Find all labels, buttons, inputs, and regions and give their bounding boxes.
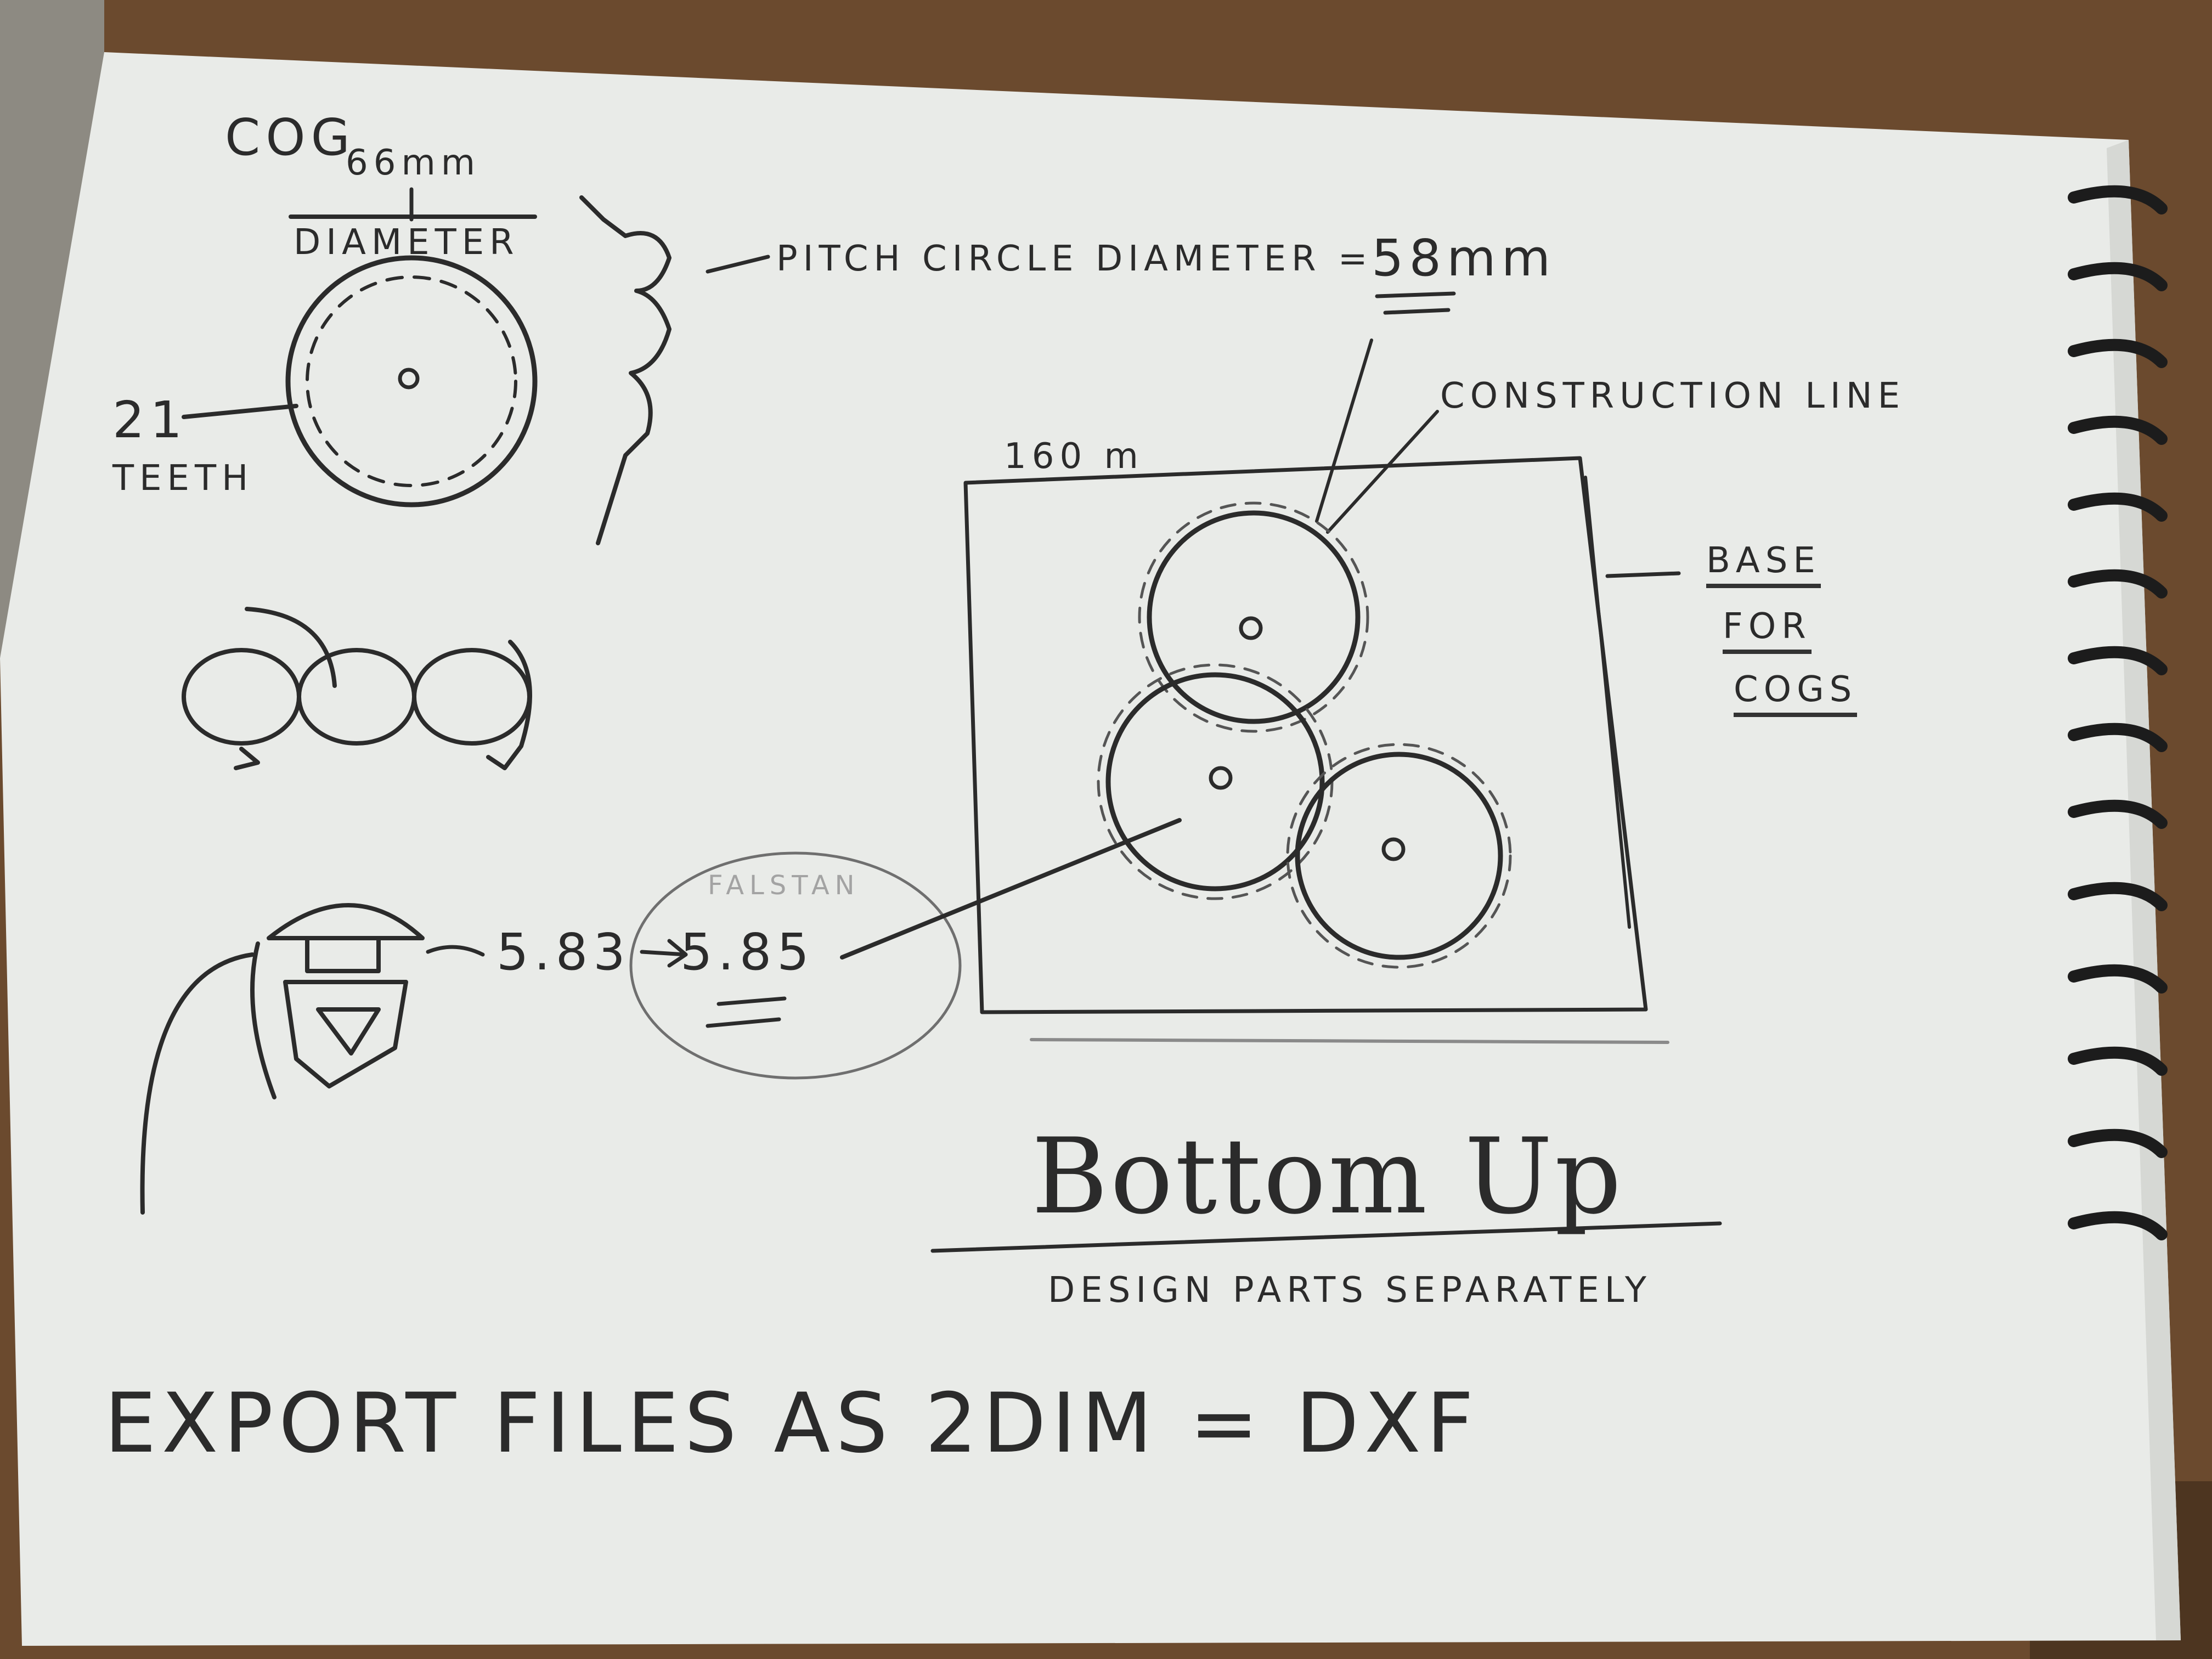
plate-cog-top — [1147, 510, 1361, 724]
faded-note: FALSTAN — [708, 870, 860, 901]
pitch-value-underline — [1375, 291, 1456, 315]
cog-sketch-pitch — [306, 275, 517, 487]
base-label-line3: COGS — [1734, 672, 1858, 717]
value-arrow-1 — [426, 945, 485, 957]
design-parts-note: DESIGN PARTS SEPARATELY — [1048, 1270, 1652, 1311]
heading-underline — [930, 1221, 1722, 1253]
cog-sketch-outer — [285, 255, 538, 507]
base-leader — [1605, 571, 1681, 578]
part-profile-sketch — [140, 903, 425, 1215]
value-callout-circle — [629, 851, 962, 1080]
spiral-binding — [2068, 185, 2168, 1240]
base-plate-outline — [963, 456, 1648, 1014]
measured-value-a: 5.83 — [496, 923, 631, 981]
pitch-leader — [706, 255, 770, 274]
construction-line-label: CONSTRUCTION LINE — [1440, 376, 1906, 416]
base-label-line2: FOR — [1723, 609, 1812, 654]
cog-center-hole — [398, 368, 420, 390]
base-plate-bottom-edge — [1030, 1038, 1669, 1044]
cog-title: COG — [225, 108, 356, 167]
plate-size-label: 160 m — [1004, 436, 1144, 477]
value-arrow-2 — [640, 939, 688, 968]
export-instruction: EXPORT FILES AS 2DIM = DXF — [104, 1376, 1480, 1471]
cog-size-label: 66mm — [346, 143, 481, 183]
plate-cog-left-hole — [1209, 766, 1233, 790]
plate-cog-left — [1105, 672, 1325, 891]
plate-cog-right — [1295, 752, 1503, 960]
pitch-circle-label: PITCH CIRCLE DIAMETER = — [776, 239, 1373, 279]
bottom-up-heading: Bottom Up — [1031, 1116, 1624, 1237]
plate-cog-top-pitch — [1138, 501, 1369, 733]
teeth-count: 21 — [112, 391, 188, 449]
sketchbook-page — [0, 52, 2181, 1646]
callout-leader — [840, 818, 1182, 960]
base-label-line1: BASE — [1706, 543, 1821, 588]
value-double-underline — [706, 996, 787, 1028]
base-plate-side-edge — [1584, 476, 1631, 929]
construction-leader-2 — [1326, 410, 1439, 534]
diameter-label: DIAMETER — [294, 222, 520, 263]
tooth-profile-sketch — [579, 195, 672, 545]
pitch-circle-value: 58mm — [1372, 229, 1556, 287]
teeth-leader — [182, 404, 298, 419]
construction-leader-1 — [1315, 338, 1373, 523]
measured-value-b: 5.85 — [680, 923, 815, 981]
plate-cog-top-hole — [1239, 616, 1263, 640]
teeth-label: TEETH — [112, 458, 254, 499]
plate-cog-right-pitch — [1286, 743, 1512, 969]
plate-cog-right-hole — [1381, 837, 1406, 861]
rotation-sketch — [182, 607, 532, 770]
